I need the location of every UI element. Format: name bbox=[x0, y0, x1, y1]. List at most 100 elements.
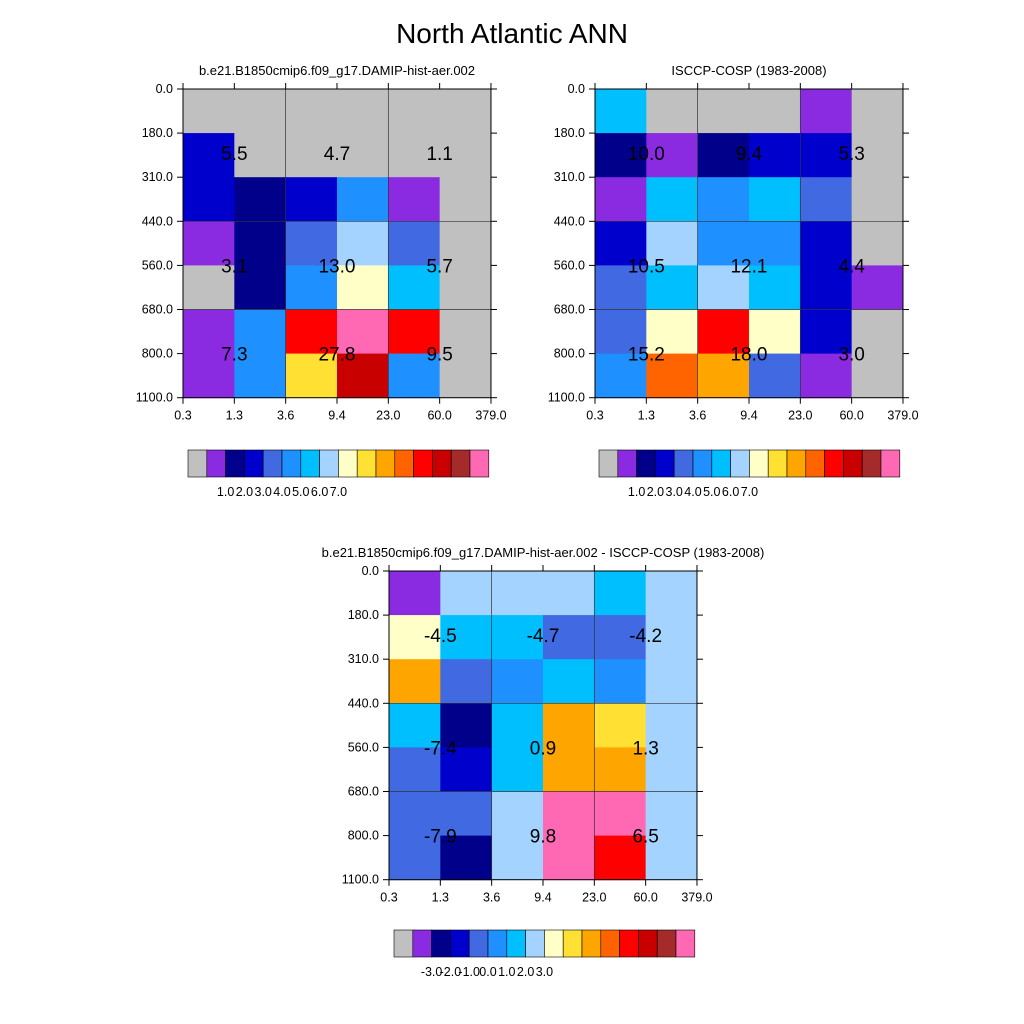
heatmap-cell bbox=[594, 747, 647, 792]
cell-value-label: 0.9 bbox=[530, 738, 556, 759]
x-tick-label: 1.3 bbox=[226, 409, 243, 423]
colorbar-swatch bbox=[562, 929, 583, 958]
heatmap-cell bbox=[645, 791, 698, 837]
heatmap-cell bbox=[183, 353, 235, 399]
heatmap-cell bbox=[748, 89, 801, 134]
heatmap-cell bbox=[183, 89, 235, 134]
heatmap-cell bbox=[389, 703, 441, 748]
x-tick-label: 0.3 bbox=[174, 409, 191, 423]
y-tick-label: 310.0 bbox=[142, 170, 173, 184]
colorbar-tick-label: 1.0 bbox=[498, 965, 515, 979]
heatmap-cell bbox=[594, 571, 647, 616]
x-tick-label: 3.6 bbox=[277, 409, 294, 423]
colorbar-tick-label: 4.0 bbox=[273, 485, 290, 499]
cell-value-label: 10.0 bbox=[628, 144, 665, 165]
heatmap-cell bbox=[388, 221, 441, 266]
heatmap-cell bbox=[645, 615, 698, 660]
colorbar-swatch bbox=[805, 449, 825, 478]
heatmap-cell bbox=[542, 571, 595, 616]
heatmap-cell bbox=[697, 89, 750, 134]
heatmap-cell bbox=[336, 177, 389, 222]
y-tick-label: 180.0 bbox=[348, 608, 379, 622]
heatmap-cell bbox=[645, 747, 698, 792]
heatmap-cell bbox=[646, 133, 699, 178]
y-tick-label: 1100.0 bbox=[548, 391, 585, 405]
heatmap-cell bbox=[388, 133, 441, 178]
panel-title: ISCCP-COSP (1983-2008) bbox=[671, 63, 826, 78]
heatmap-cell bbox=[491, 571, 544, 616]
colorbar-swatch bbox=[656, 929, 677, 958]
cell-value-label: -4.5 bbox=[424, 626, 457, 647]
heatmap-cell bbox=[748, 221, 801, 266]
heatmap-cell bbox=[491, 703, 544, 748]
heatmap-cell bbox=[439, 265, 492, 310]
colorbar-swatch bbox=[413, 449, 433, 478]
colorbar-tick-label: 1.0 bbox=[628, 485, 645, 499]
heatmap-cell bbox=[851, 265, 904, 310]
colorbar-swatch bbox=[655, 449, 675, 478]
colorbar-swatch bbox=[469, 449, 490, 478]
heatmap-cell bbox=[389, 791, 441, 837]
heatmap-cell bbox=[336, 353, 389, 399]
heatmap-cell bbox=[697, 221, 750, 266]
x-tick-label: 1.3 bbox=[432, 891, 449, 905]
heatmap-cell bbox=[439, 177, 492, 222]
panel-title: b.e21.B1850cmip6.f09_g17.DAMIP-hist-aer.… bbox=[199, 63, 475, 78]
y-tick-label: 800.0 bbox=[554, 347, 585, 361]
heatmap-cell bbox=[439, 309, 492, 355]
colorbar-swatch bbox=[450, 929, 470, 958]
y-tick-label: 800.0 bbox=[348, 829, 379, 843]
y-tick-label: 1100.0 bbox=[342, 873, 379, 887]
main-title: North Atlantic ANN bbox=[396, 18, 628, 49]
heatmap-cell bbox=[697, 309, 750, 355]
heatmap-cell bbox=[851, 89, 904, 134]
cell-value-label: 1.1 bbox=[426, 144, 452, 165]
heatmap-cell bbox=[697, 265, 750, 310]
cell-value-label: 9.8 bbox=[530, 827, 556, 848]
heatmap-cell bbox=[645, 571, 698, 616]
heatmap-cell bbox=[645, 659, 698, 704]
colorbar-tick-label: 7.0 bbox=[330, 485, 347, 499]
heatmap-cell bbox=[595, 133, 647, 178]
colorbar-swatch bbox=[187, 449, 208, 478]
colorbar-swatch bbox=[450, 449, 471, 478]
heatmap-cell bbox=[285, 177, 338, 222]
colorbar-swatch bbox=[619, 929, 639, 958]
colorbar-swatch bbox=[244, 449, 264, 478]
colorbar-swatch bbox=[786, 449, 807, 478]
heatmap-cell bbox=[748, 133, 801, 178]
cell-value-label: 15.2 bbox=[628, 345, 665, 366]
heatmap-cell bbox=[595, 309, 647, 355]
cell-value-label: 3.1 bbox=[221, 256, 247, 277]
x-tick-label: 23.0 bbox=[376, 409, 400, 423]
x-tick-label: 60.0 bbox=[839, 409, 863, 423]
cell-value-label: 18.0 bbox=[730, 345, 767, 366]
colorbar-swatch bbox=[338, 449, 358, 478]
panel-title: b.e21.B1850cmip6.f09_g17.DAMIP-hist-aer.… bbox=[322, 545, 765, 560]
cell-value-label: 6.5 bbox=[632, 827, 658, 848]
heatmap-cell bbox=[851, 133, 904, 178]
x-tick-label: 3.6 bbox=[483, 891, 500, 905]
x-tick-label: 379.0 bbox=[887, 409, 918, 423]
heatmap-cell bbox=[234, 89, 287, 134]
y-tick-label: 560.0 bbox=[554, 258, 585, 272]
heatmap-cell bbox=[542, 791, 595, 837]
heatmap-cell bbox=[389, 835, 441, 881]
heatmap-cell bbox=[748, 309, 801, 355]
heatmap-cell bbox=[440, 571, 493, 616]
colorbar-tick-label: 6.0 bbox=[722, 485, 739, 499]
colorbar-tick-label: -3.0 bbox=[421, 965, 443, 979]
heatmap-cell bbox=[389, 747, 441, 792]
heatmap-cell bbox=[851, 353, 904, 399]
y-tick-label: 440.0 bbox=[348, 696, 379, 710]
colorbar-tick-label: 5.0 bbox=[703, 485, 720, 499]
colorbar-tick-label: 2.0 bbox=[236, 485, 253, 499]
heatmap-cell bbox=[851, 221, 904, 266]
x-tick-label: 9.4 bbox=[328, 409, 345, 423]
heatmap-cell bbox=[542, 703, 595, 748]
heatmap-cell bbox=[234, 177, 287, 222]
cell-value-label: 13.0 bbox=[318, 256, 355, 277]
colorbar-swatch bbox=[675, 929, 696, 958]
y-tick-label: 440.0 bbox=[554, 214, 585, 228]
heatmap-cell bbox=[800, 265, 853, 310]
